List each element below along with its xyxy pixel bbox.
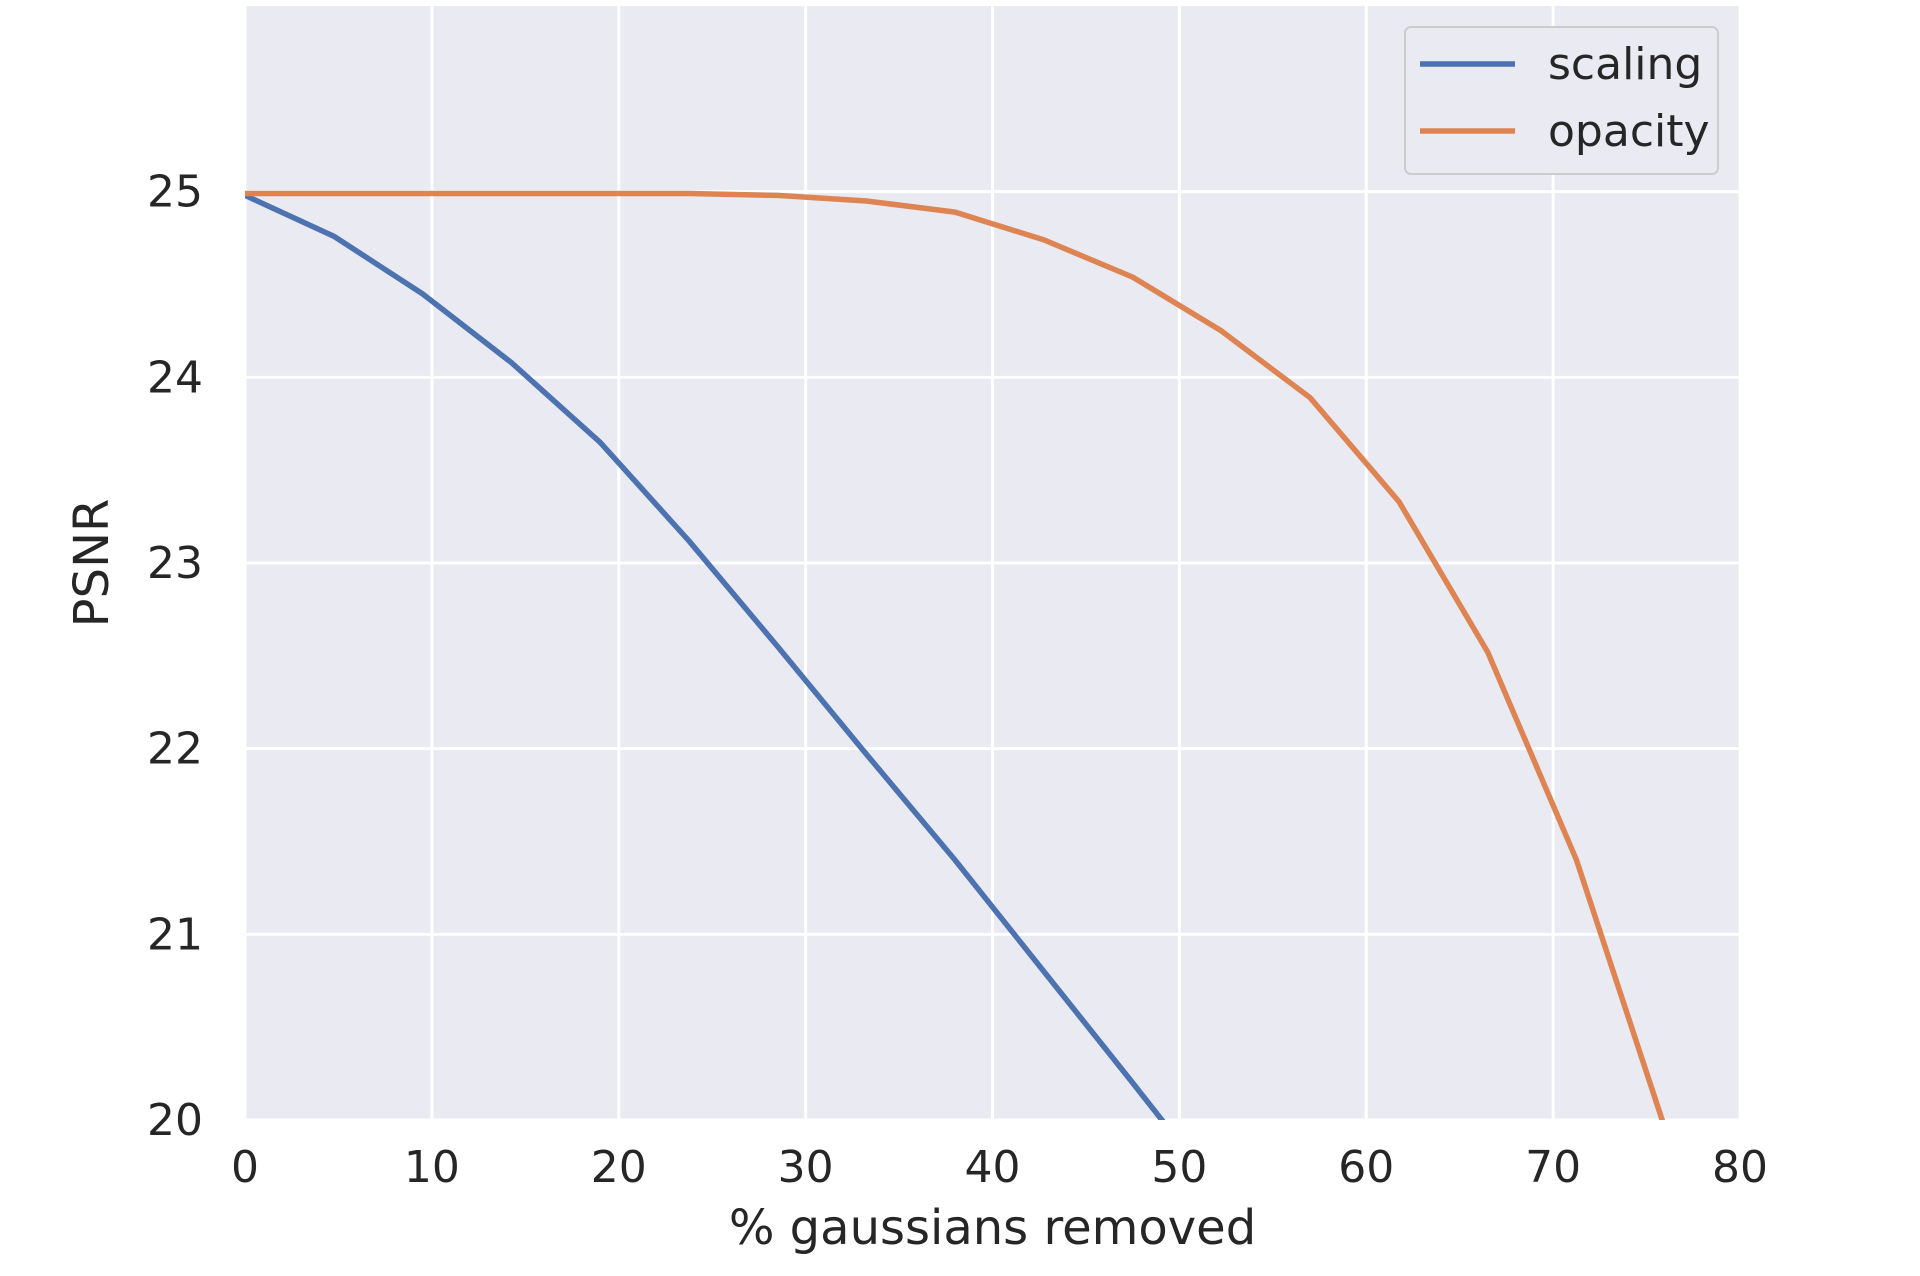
x-tick-label: 30: [778, 1142, 834, 1193]
x-tick-label: 40: [965, 1142, 1021, 1193]
x-tick-label: 10: [404, 1142, 460, 1193]
y-tick-label: 24: [147, 352, 203, 403]
y-tick-label: 20: [147, 1095, 203, 1146]
series-line-opacity: [245, 190, 1666, 1120]
series-lines: [245, 190, 1666, 1120]
y-tick-label: 22: [147, 724, 203, 775]
legend: scaling opacity: [1404, 26, 1719, 175]
y-tick-label: 21: [147, 909, 203, 960]
x-tick-label: 0: [231, 1142, 259, 1193]
x-tick-label: 50: [1151, 1142, 1207, 1193]
x-tick-label: 60: [1338, 1142, 1394, 1193]
y-axis-label: PSNR: [64, 499, 120, 628]
series-line-scaling: [245, 192, 1166, 1120]
x-tick-label: 70: [1525, 1142, 1581, 1193]
y-tick-label: 23: [147, 538, 203, 589]
legend-label-scaling: scaling: [1548, 39, 1702, 90]
x-axis-label: % gaussians removed: [729, 1200, 1256, 1256]
legend-label-opacity: opacity: [1548, 106, 1710, 157]
tick-labels: 0 10 20 30 40 50 60 70 80 20 21 22 23 24 25: [147, 167, 1768, 1193]
x-tick-label: 80: [1712, 1142, 1768, 1193]
y-tick-label: 25: [147, 167, 203, 218]
x-tick-label: 20: [591, 1142, 647, 1193]
